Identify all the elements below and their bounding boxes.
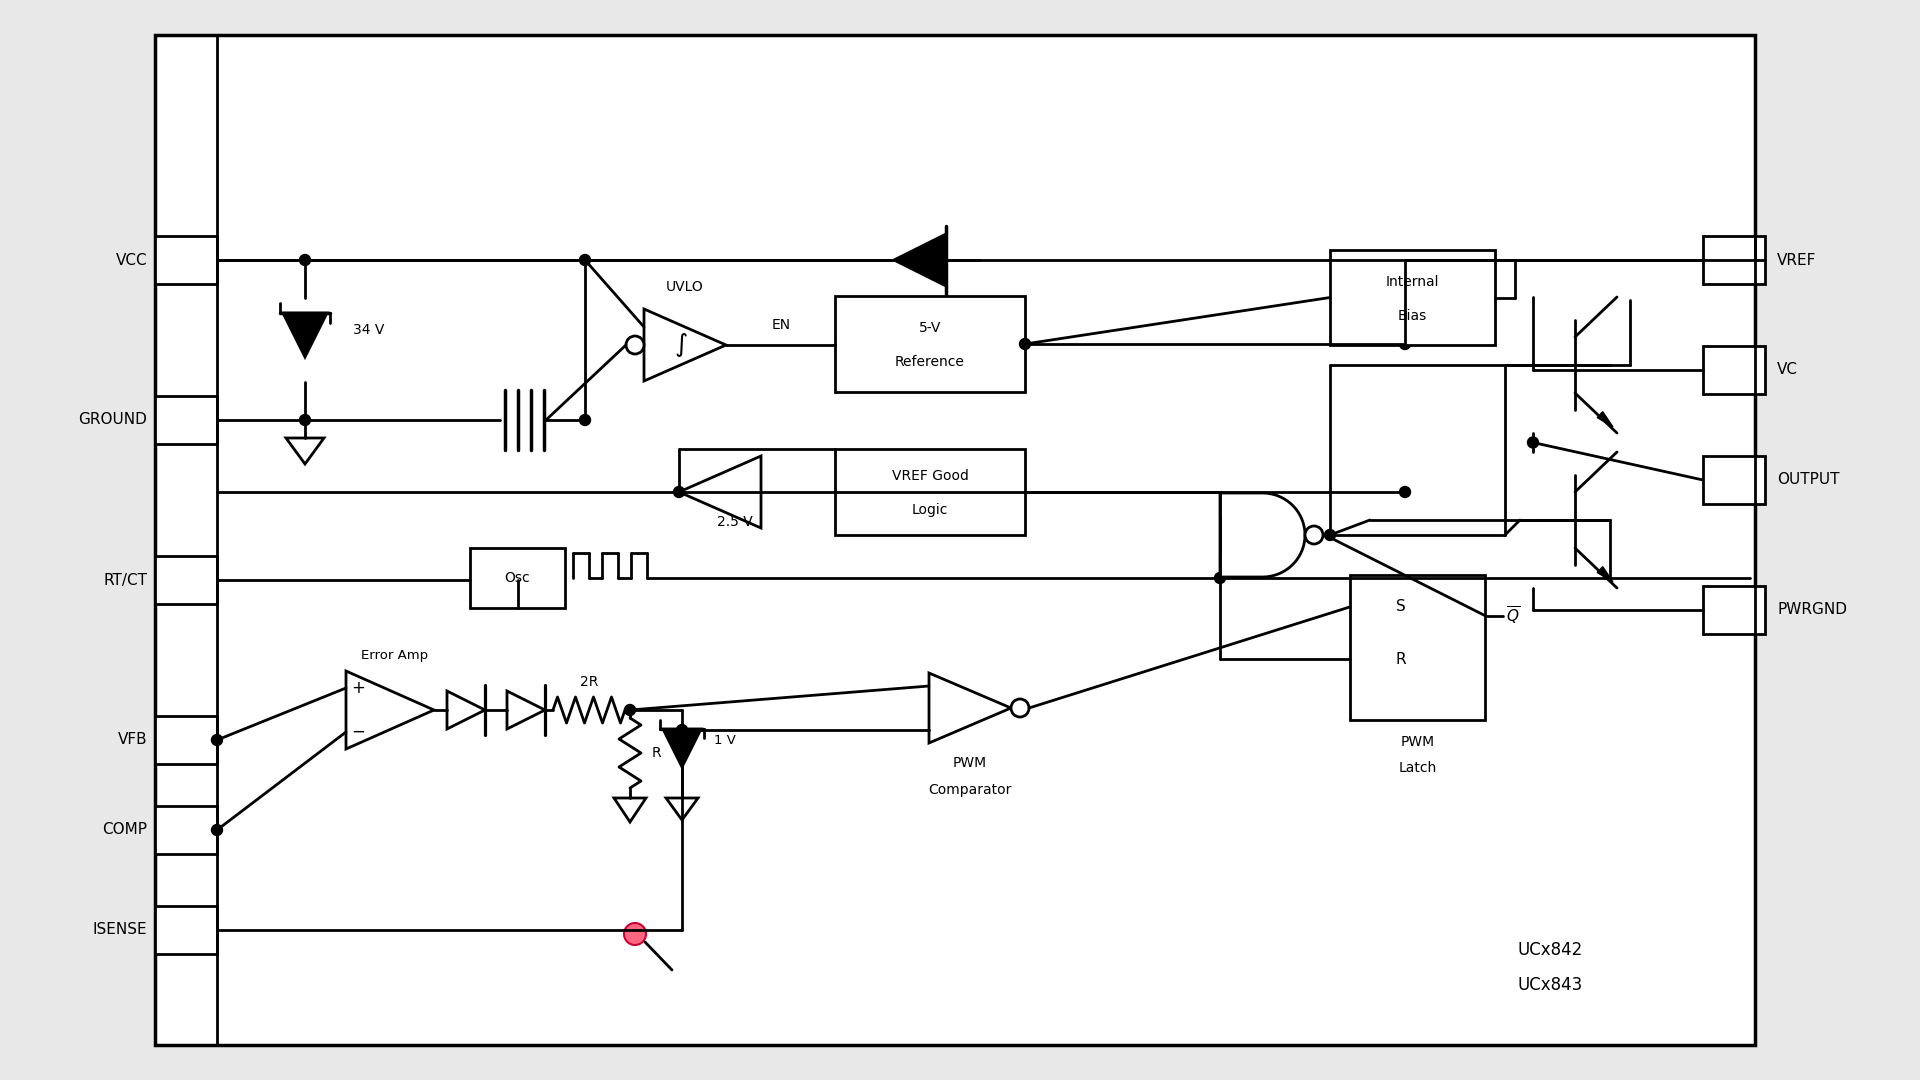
Text: Latch: Latch [1398,761,1436,775]
Text: Reference: Reference [895,355,966,369]
Text: Osc: Osc [505,571,530,585]
Circle shape [211,824,223,836]
Text: VREF: VREF [1778,253,1816,268]
Circle shape [300,415,311,426]
Text: 1 V: 1 V [714,733,735,746]
Bar [1703,456,1764,504]
Bar [156,906,217,954]
Text: $\it{\int}$: $\it{\int}$ [674,330,687,359]
Text: VREF Good: VREF Good [891,469,968,483]
Bar [835,296,1025,392]
Bar [1703,346,1764,394]
Circle shape [1020,338,1031,350]
Circle shape [1400,338,1411,350]
Bar [156,716,217,764]
Bar [156,396,217,444]
Bar [835,449,1025,535]
Polygon shape [282,313,326,357]
Text: OUTPUT: OUTPUT [1778,473,1839,487]
Circle shape [1012,699,1029,717]
Text: Bias: Bias [1398,309,1427,323]
Circle shape [674,486,685,498]
Bar [156,35,1755,1045]
Bar [156,556,217,604]
Text: 34 V: 34 V [353,323,384,337]
Circle shape [1528,437,1538,448]
Text: Error Amp: Error Amp [361,648,428,661]
Text: R: R [653,746,662,760]
Text: VFB: VFB [117,732,148,747]
Text: Internal: Internal [1386,274,1440,288]
Text: EN: EN [772,318,791,332]
Bar [1703,237,1764,284]
Bar [156,806,217,854]
Circle shape [580,255,591,266]
Text: UCx842: UCx842 [1517,941,1582,959]
Circle shape [624,704,636,715]
Text: 2R: 2R [580,675,599,689]
Polygon shape [346,671,434,750]
Bar [156,237,217,284]
Text: PWM: PWM [952,756,987,770]
Text: S: S [1396,599,1405,615]
Text: VC: VC [1778,363,1797,378]
Polygon shape [1597,411,1613,427]
Text: PWRGND: PWRGND [1778,603,1847,618]
Bar [470,548,564,608]
Text: R: R [1396,651,1407,666]
Circle shape [580,415,591,426]
Text: 2.5 V: 2.5 V [718,515,753,529]
Circle shape [626,336,643,354]
Circle shape [211,734,223,745]
Bar [1331,249,1496,345]
Text: −: − [351,723,365,741]
Polygon shape [1219,492,1306,577]
Circle shape [1325,529,1336,540]
Text: 5-V: 5-V [920,321,941,335]
Text: +: + [351,679,365,697]
Polygon shape [680,456,760,528]
Polygon shape [662,729,701,767]
Text: COMP: COMP [102,823,148,837]
Text: UVLO: UVLO [666,280,705,294]
Text: ISENSE: ISENSE [92,922,148,937]
Text: GROUND: GROUND [79,413,148,428]
Text: Comparator: Comparator [927,783,1012,797]
Circle shape [1400,486,1411,498]
Circle shape [676,725,687,735]
Text: RT/CT: RT/CT [104,572,148,588]
Bar [1350,575,1484,720]
Text: PWM: PWM [1400,735,1434,750]
Bar [1703,586,1764,634]
Polygon shape [929,673,1012,743]
Polygon shape [1597,567,1613,582]
Text: UCx843: UCx843 [1517,976,1582,994]
Circle shape [1306,526,1323,544]
Text: Logic: Logic [912,503,948,517]
Polygon shape [666,798,699,820]
Text: $\overline{Q}$: $\overline{Q}$ [1505,605,1521,626]
Polygon shape [614,798,645,822]
Polygon shape [507,691,545,729]
Polygon shape [447,691,486,729]
Polygon shape [895,234,947,286]
Circle shape [300,255,311,266]
Text: VCC: VCC [115,253,148,268]
Polygon shape [643,309,726,381]
Circle shape [624,923,645,945]
Polygon shape [286,438,324,464]
Circle shape [1215,572,1225,583]
